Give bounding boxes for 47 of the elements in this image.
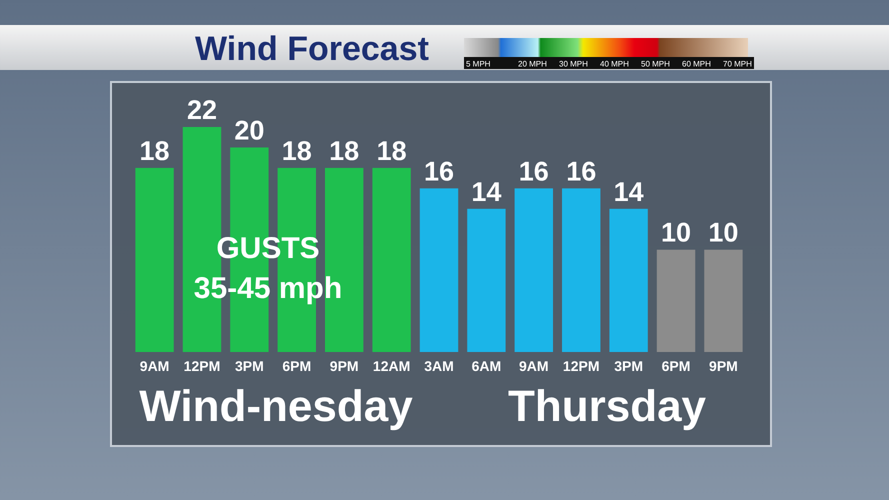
- text: 40 MPH: [600, 60, 630, 68]
- data-label: 16: [424, 156, 454, 186]
- annotation: GUSTS: [216, 232, 320, 265]
- data-label: 18: [376, 136, 407, 166]
- data-label: 16: [566, 156, 596, 186]
- x-tick-label: 6PM: [282, 358, 312, 374]
- x-tick-label: 12AM: [372, 358, 410, 374]
- text: Wind-nesday: [139, 382, 414, 431]
- x-tick-label: 12PM: [184, 358, 220, 374]
- text: 60 MPH: [682, 60, 712, 68]
- x-tick-label: 9PM: [709, 358, 738, 374]
- x-tick-label: 3PM: [234, 358, 264, 374]
- data-label: 18: [329, 136, 360, 166]
- data-label: 14: [471, 176, 502, 207]
- bar: [135, 168, 174, 352]
- bar: [372, 168, 411, 352]
- data-label: 14: [614, 176, 644, 207]
- x-tick-label: 9AM: [140, 358, 170, 374]
- x-tick-label: 6AM: [472, 358, 502, 374]
- bar: [704, 250, 743, 352]
- x-tick-label: 9PM: [330, 358, 359, 374]
- x-tick-label: 6PM: [662, 358, 690, 374]
- bar: [656, 250, 696, 352]
- x-tick-label: 3AM: [424, 358, 454, 374]
- bar: [562, 188, 600, 352]
- x-tick-label: 9AM: [519, 358, 549, 374]
- text: 5 MPH: [466, 60, 491, 68]
- text: Thursday: [508, 382, 707, 431]
- chart-title: Wind Forecast: [195, 30, 429, 68]
- x-tick-label: 12PM: [562, 358, 600, 374]
- data-label: 16: [518, 156, 549, 186]
- annotation: 35-45 mph: [194, 272, 342, 305]
- data-label: 18: [282, 136, 312, 166]
- text: 30 MPH: [559, 60, 588, 68]
- data-label: 22: [186, 95, 217, 125]
- text: 20 MPH: [518, 60, 548, 68]
- data-label: 10: [661, 218, 692, 248]
- text: 50 MPH: [641, 60, 670, 68]
- x-tick-label: 3PM: [614, 358, 644, 374]
- data-label: 10: [708, 218, 738, 248]
- text: 70 MPH: [723, 60, 752, 68]
- bar: [514, 188, 554, 352]
- data-label: 20: [234, 115, 264, 146]
- bar: [420, 188, 458, 352]
- bar: [609, 208, 648, 352]
- bar: [467, 208, 506, 352]
- data-label: 18: [140, 136, 170, 166]
